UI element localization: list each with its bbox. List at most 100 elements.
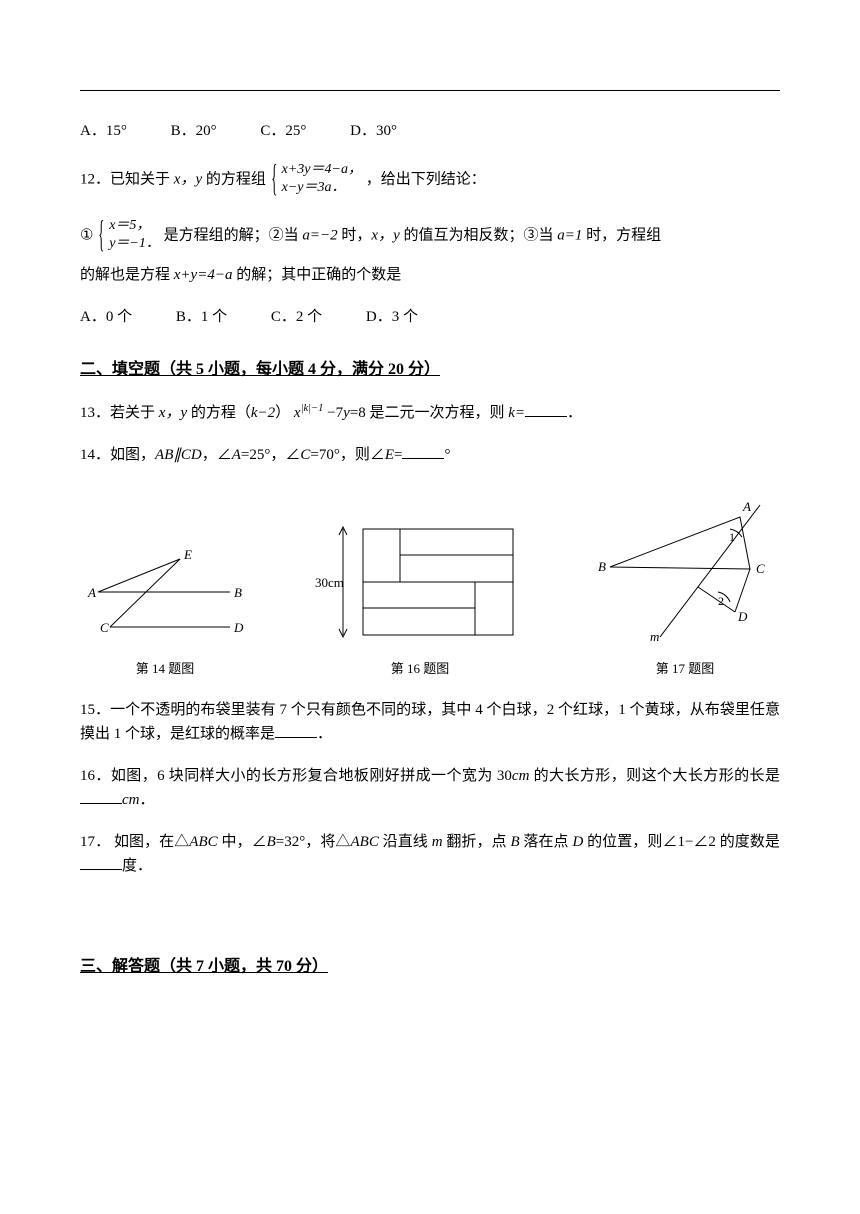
q17-t4: B <box>267 834 276 850</box>
q17-t9: 翻折，点 <box>446 834 510 850</box>
q13-t6: x <box>294 405 301 421</box>
q12-tail: ，给出下列结论： <box>366 172 486 188</box>
q13-t11: ． <box>567 405 582 421</box>
q13: 13．若关于 x，y 的方程（k−2） x|k|−1 −7y=8 是二元一次方程… <box>80 401 780 425</box>
q13-t4: k−2 <box>251 405 275 421</box>
q15-t2: ． <box>317 726 332 742</box>
q17-t10: B <box>510 834 523 850</box>
q12-opt-a: A．0 个 <box>80 305 132 329</box>
q17-t8: m <box>432 834 447 850</box>
q12-l2-8: 时，方程组 <box>586 228 661 244</box>
q12-line3: 的解也是方程 x+y=4−a 的解；其中正确的个数是 <box>80 263 780 287</box>
fig14-E: E <box>183 547 192 562</box>
q14-t1: 如图， <box>110 447 155 463</box>
q14-t6: C <box>300 447 310 463</box>
figures-row: A B C D E 第 14 题图 <box>80 497 780 680</box>
spacer <box>80 896 780 926</box>
q15-t1: 一个不透明的布袋里装有 7 个只有颜色不同的球，其中 4 个白球，2 个红球，1… <box>80 702 780 742</box>
q17-blank <box>80 854 122 870</box>
q17: 17． 如图，在△ABC 中，∠B=32°，将△ABC 沿直线 m 翻折，点 B… <box>80 830 780 878</box>
fig17-angle2: 2 <box>718 594 724 608</box>
q12-system: x+3y＝4−a， x−y＝3a． <box>270 161 362 199</box>
q11-options: A．15° B．20° C．25° D．30° <box>80 119 780 143</box>
q12-l2-4: 时， <box>341 228 371 244</box>
fig14-caption: 第 14 题图 <box>80 659 250 680</box>
q13-t10: k= <box>508 405 525 421</box>
q16-t3: 的大长方形，则这个大长方形的长是 <box>534 768 780 784</box>
q12-l2-1: ① <box>80 228 97 244</box>
q12-opt-b: B．1 个 <box>176 305 227 329</box>
q13-t7: −7 <box>323 405 343 421</box>
fig14-A: A <box>87 585 96 600</box>
q13-t9: =8 是二元一次方程，则 <box>350 405 508 421</box>
q12-l3-3: 的解；其中正确的个数是 <box>236 267 401 283</box>
fig16-svg: 30cm <box>315 517 525 647</box>
fig17-caption: 第 17 题图 <box>590 659 780 680</box>
q12-l2-3: a=−2 <box>302 228 341 244</box>
q11-opt-d: D．30° <box>350 119 397 143</box>
q14-t4: A <box>232 447 241 463</box>
q11-opt-c: C．25° <box>260 119 306 143</box>
q14-blank <box>402 443 444 459</box>
q15: 15．一个不透明的布袋里装有 7 个只有颜色不同的球，其中 4 个白球，2 个红… <box>80 698 780 746</box>
q13-exp-t: |k|−1 <box>301 403 324 414</box>
q12-sys2b: y＝−1． <box>109 236 160 251</box>
q14-t9: = <box>394 447 402 463</box>
top-rule <box>80 90 780 91</box>
q17-t1: 如图，在△ <box>110 834 189 850</box>
q13-blank <box>525 401 567 417</box>
q11-opt-a: A．15° <box>80 119 127 143</box>
fig17-C: C <box>756 561 765 576</box>
q17-number: 17． <box>80 834 110 850</box>
fig16-label: 30cm <box>315 575 344 590</box>
q12-l2-7: a=1 <box>557 228 586 244</box>
q17-t3: 中，∠ <box>221 834 266 850</box>
fig17-B: B <box>598 559 606 574</box>
q17-t13: 的位置，则∠1−∠2 的度数是 <box>587 834 780 850</box>
q17-t5: =32°，将△ <box>276 834 351 850</box>
fig14-C: C <box>100 620 109 635</box>
q16-t2: cm <box>512 768 534 784</box>
q17-t6: ABC <box>351 834 383 850</box>
q14-t7: =70°，则∠ <box>310 447 384 463</box>
q14-t10: ° <box>444 447 450 463</box>
q12-mid1: 的方程组 <box>206 172 266 188</box>
fig16-col: 30cm 第 16 题图 <box>315 517 525 680</box>
q12-xy: x，y <box>174 172 206 188</box>
fig17-col: A B C D m 1 2 第 17 题图 <box>590 497 780 680</box>
fig16-caption: 第 16 题图 <box>315 659 525 680</box>
q17-t14: 度． <box>122 858 152 874</box>
fig14-B: B <box>234 585 242 600</box>
q14-t3: ，∠ <box>202 447 232 463</box>
q12-l3-1: 的解也是方程 <box>80 267 174 283</box>
q12-options: A．0 个 B．1 个 C．2 个 D．3 个 <box>80 305 780 329</box>
q16-t1: 如图，6 块同样大小的长方形复合地板刚好拼成一个宽为 30 <box>111 768 512 784</box>
fig17-svg: A B C D m 1 2 <box>590 497 780 647</box>
q16-t5: ． <box>140 792 155 808</box>
q12-l2-5: x，y <box>371 228 403 244</box>
q12-sys2a: x＝5， <box>109 218 150 233</box>
fig17-A: A <box>742 499 751 514</box>
q14-t5: =25°，∠ <box>241 447 300 463</box>
section2-title: 二、填空题（共 5 小题，每小题 4 分，满分 20 分） <box>80 357 780 383</box>
q17-t12: D <box>572 834 587 850</box>
q13-t3: 的方程（ <box>191 405 251 421</box>
q14: 14．如图，AB∥CD，∠A=25°，∠C=70°，则∠E=° <box>80 443 780 467</box>
q12-sys2: x＝5， y＝−1． <box>97 217 160 255</box>
fig14-col: A B C D E 第 14 题图 <box>80 537 250 680</box>
q15-number: 15． <box>80 702 110 718</box>
page: A．15° B．20° C．25° D．30° 12．已知关于 x，y 的方程组… <box>0 0 860 1037</box>
fig17-m: m <box>650 629 659 644</box>
q12-l2-6: 的值互为相反数；③当 <box>403 228 557 244</box>
q17-t2: ABC <box>189 834 221 850</box>
q16-t4: cm <box>122 792 140 808</box>
q13-t5: ） <box>275 405 290 421</box>
q12-lead: 已知关于 <box>110 172 174 188</box>
q12-eq1a: x+3y＝4−a， <box>282 162 362 177</box>
q14-number: 14． <box>80 447 110 463</box>
q17-t11: 落在点 <box>523 834 572 850</box>
fig14-svg: A B C D E <box>80 537 250 647</box>
q16: 16．如图，6 块同样大小的长方形复合地板刚好拼成一个宽为 30cm 的大长方形… <box>80 764 780 812</box>
q17-t7: 沿直线 <box>383 834 432 850</box>
q13-exp: |k|−1 <box>301 403 324 414</box>
